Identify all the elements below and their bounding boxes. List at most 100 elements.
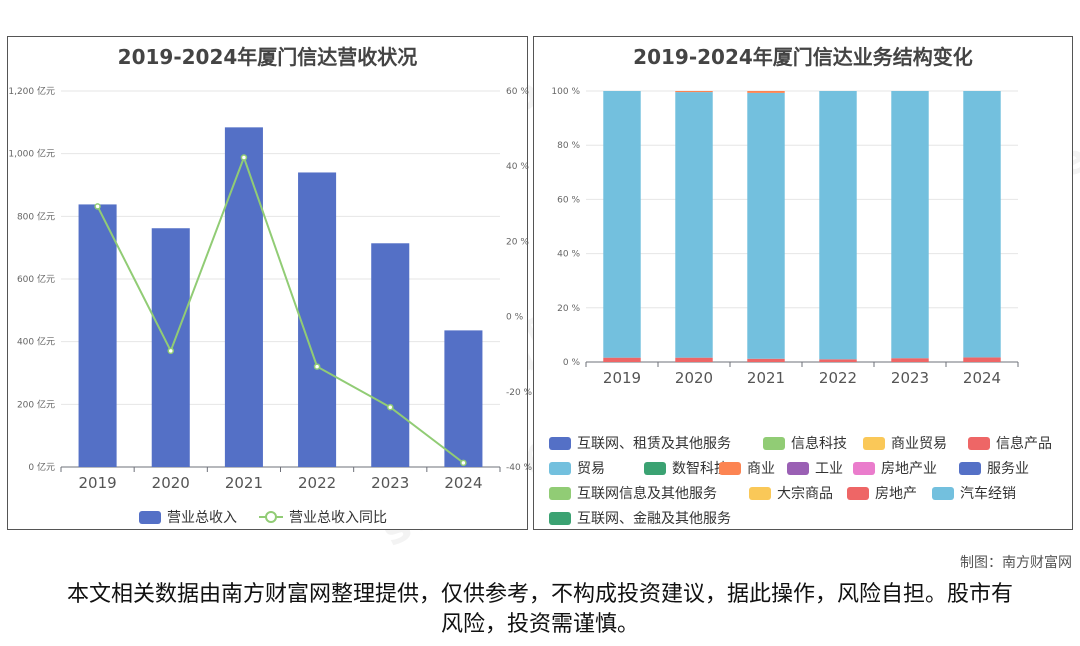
legend-swatch	[863, 436, 885, 450]
legend-swatch	[787, 461, 809, 475]
legend-swatch	[549, 486, 571, 500]
left-axis-tick-label: 200 亿元	[17, 398, 55, 410]
chart-credit: 制图：南方财富网	[960, 555, 1072, 571]
legend-swatch-line	[259, 510, 283, 524]
y-axis-tick-label: 60 %	[557, 195, 580, 205]
legend-swatch	[549, 461, 571, 475]
legend-label: 商业贸易	[891, 436, 947, 452]
revenue-chart: 0 亿元 200 亿元 400 亿元 600 亿元 800 亿元 1,000 亿元 1,20…	[8, 85, 532, 492]
revenue-chart-title: 2019-2024年厦门信达营收状况	[117, 45, 418, 69]
legend-label: 营业总收入	[167, 510, 237, 526]
y-axis-tick-label: 80 %	[557, 141, 580, 151]
legend-swatch	[853, 461, 875, 475]
x-axis-tick-label: 2021	[225, 474, 263, 492]
structure-bar-segment	[747, 92, 785, 359]
legend-swatch	[847, 486, 869, 500]
legend-swatch-bar	[139, 510, 161, 524]
x-axis-tick-label: 2022	[298, 474, 336, 492]
y-axis-tick-label: 100 %	[551, 87, 580, 97]
structure-bar-segment	[603, 357, 641, 362]
legend-item[interactable]: 信息产品	[968, 433, 1052, 453]
structure-chart: 0 % 20 % 40 % 60 % 80 % 100 % 2019 2020 2021 2022…	[551, 87, 1019, 387]
legend-item[interactable]: 大宗商品	[749, 483, 833, 503]
structure-bar-segment	[819, 359, 857, 362]
legend-item[interactable]: 互联网信息及其他服务	[549, 483, 717, 503]
x-axis-tick-label: 2020	[675, 369, 713, 387]
legend-item-revenue[interactable]: 营业总收入	[139, 507, 237, 527]
revenue-yoy-point	[167, 347, 174, 355]
revenue-yoy-line	[96, 154, 465, 464]
legend-item[interactable]: 互联网、租赁及其他服务	[549, 433, 731, 453]
revenue-yoy-point	[460, 459, 467, 467]
legend-item[interactable]: 信息科技	[763, 433, 847, 453]
legend-label: 互联网、金融及其他服务	[577, 511, 731, 527]
legend-item-revenue-yoy[interactable]: 营业总收入同比	[259, 507, 387, 527]
x-axis-tick-label: 2024	[444, 474, 482, 492]
revenue-chart-panel: 2019-2024年厦门信达营收状况 0 亿元 200 亿元 400 亿元 600 亿…	[7, 36, 533, 530]
legend-item[interactable]: 服务业	[959, 458, 1029, 478]
legend-label: 信息产品	[996, 436, 1052, 452]
legend-label: 服务业	[987, 461, 1029, 477]
legend-label: 互联网、租赁及其他服务	[577, 436, 731, 452]
left-axis-tick-label: 1,000 亿元	[8, 148, 55, 160]
legend-swatch	[763, 436, 785, 450]
legend-item[interactable]: 互联网、金融及其他服务	[549, 508, 731, 528]
legend-swatch	[968, 436, 990, 450]
structure-bar-segment	[963, 357, 1001, 362]
structure-chart-title: 2019-2024年厦门信达业务结构变化	[633, 45, 973, 69]
revenue-yoy-point	[94, 203, 101, 210]
legend-label: 汽车经销	[960, 486, 1016, 502]
x-axis-tick-label: 2023	[891, 369, 929, 387]
legend-label: 信息科技	[791, 436, 847, 452]
left-axis-tick-label: 1,200 亿元	[8, 85, 55, 97]
revenue-bar	[444, 330, 483, 467]
right-axis-tick-label: 60 %	[506, 87, 529, 97]
left-axis-tick-label: 400 亿元	[17, 336, 55, 348]
structure-bar-segment	[675, 92, 713, 358]
legend-item[interactable]: 房地产	[847, 483, 917, 503]
left-axis-tick-label: 800 亿元	[17, 210, 55, 222]
legend-label: 大宗商品	[777, 486, 833, 502]
legend-item[interactable]: 工业	[787, 458, 843, 478]
legend-swatch	[549, 436, 571, 450]
disclaimer-text: 本文相关数据由南方财富网整理提供，仅供参考，不构成投资建议，据此操作，风险自担。…	[66, 582, 1013, 637]
legend-swatch	[644, 461, 666, 475]
revenue-yoy-point	[240, 154, 248, 161]
right-axis-tick-label: -20 %	[506, 388, 533, 398]
y-axis-tick-label: 40 %	[557, 250, 580, 260]
x-axis-tick-label: 2019	[78, 474, 116, 492]
revenue-bar	[224, 127, 263, 467]
structure-bar-segment	[891, 91, 929, 359]
x-axis-tick-label: 2024	[963, 369, 1001, 387]
right-axis-tick-label: 40 %	[506, 162, 529, 172]
legend-label: 互联网信息及其他服务	[577, 486, 717, 502]
revenue-bar	[78, 204, 117, 467]
legend-item[interactable]: 商业贸易	[863, 433, 947, 453]
right-axis-tick-label: 20 %	[506, 237, 529, 247]
legend-swatch	[749, 486, 771, 500]
revenue-bar	[298, 172, 337, 467]
legend-label: 数智科技	[672, 461, 728, 477]
legend-item[interactable]: 房地产业	[853, 458, 937, 478]
legend-item[interactable]: 贸易	[549, 458, 605, 478]
legend-item[interactable]: 数智科技	[644, 458, 728, 478]
legend-label: 商业	[747, 461, 775, 477]
legend-item[interactable]: 商业	[719, 458, 775, 478]
x-axis-tick-label: 2019	[603, 369, 641, 387]
structure-bar-segment	[675, 357, 713, 362]
structure-bar-segment	[747, 91, 785, 93]
left-axis-tick-label: 0 亿元	[28, 461, 55, 473]
structure-bar-segment	[675, 91, 713, 93]
legend-swatch	[932, 486, 954, 500]
structure-bar-segment	[891, 358, 929, 362]
revenue-yoy-point	[387, 403, 394, 411]
right-axis-tick-label: 0 %	[506, 313, 524, 323]
structure-bar-segment	[603, 91, 641, 358]
y-axis-tick-label: 20 %	[557, 304, 580, 314]
x-axis-tick-label: 2023	[371, 474, 409, 492]
legend-swatch	[549, 511, 571, 525]
legend-item[interactable]: 汽车经销	[932, 483, 1016, 503]
x-axis-tick-label: 2022	[819, 369, 857, 387]
legend-swatch	[959, 461, 981, 475]
x-axis-tick-label: 2020	[152, 474, 190, 492]
